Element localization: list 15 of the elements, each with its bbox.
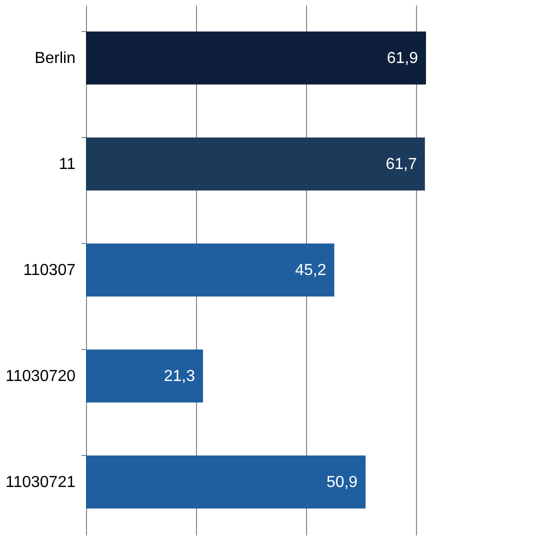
data-label: 21,3 <box>164 368 196 385</box>
y-tick-label: 11030720 <box>6 368 76 385</box>
bar <box>86 138 425 190</box>
data-label: 45,2 <box>295 262 326 279</box>
bar <box>86 456 366 508</box>
y-tick-label: 110307 <box>23 262 76 279</box>
data-label: 61,9 <box>386 50 418 67</box>
data-label: 50,9 <box>326 474 358 491</box>
data-label: 61,7 <box>386 156 418 173</box>
y-tick-label: 11 <box>58 156 76 173</box>
y-tick-label: Berlin <box>34 50 76 67</box>
y-tick-label: 11030721 <box>6 474 76 491</box>
bar <box>86 350 203 402</box>
bar <box>86 32 426 84</box>
bar <box>86 244 334 296</box>
